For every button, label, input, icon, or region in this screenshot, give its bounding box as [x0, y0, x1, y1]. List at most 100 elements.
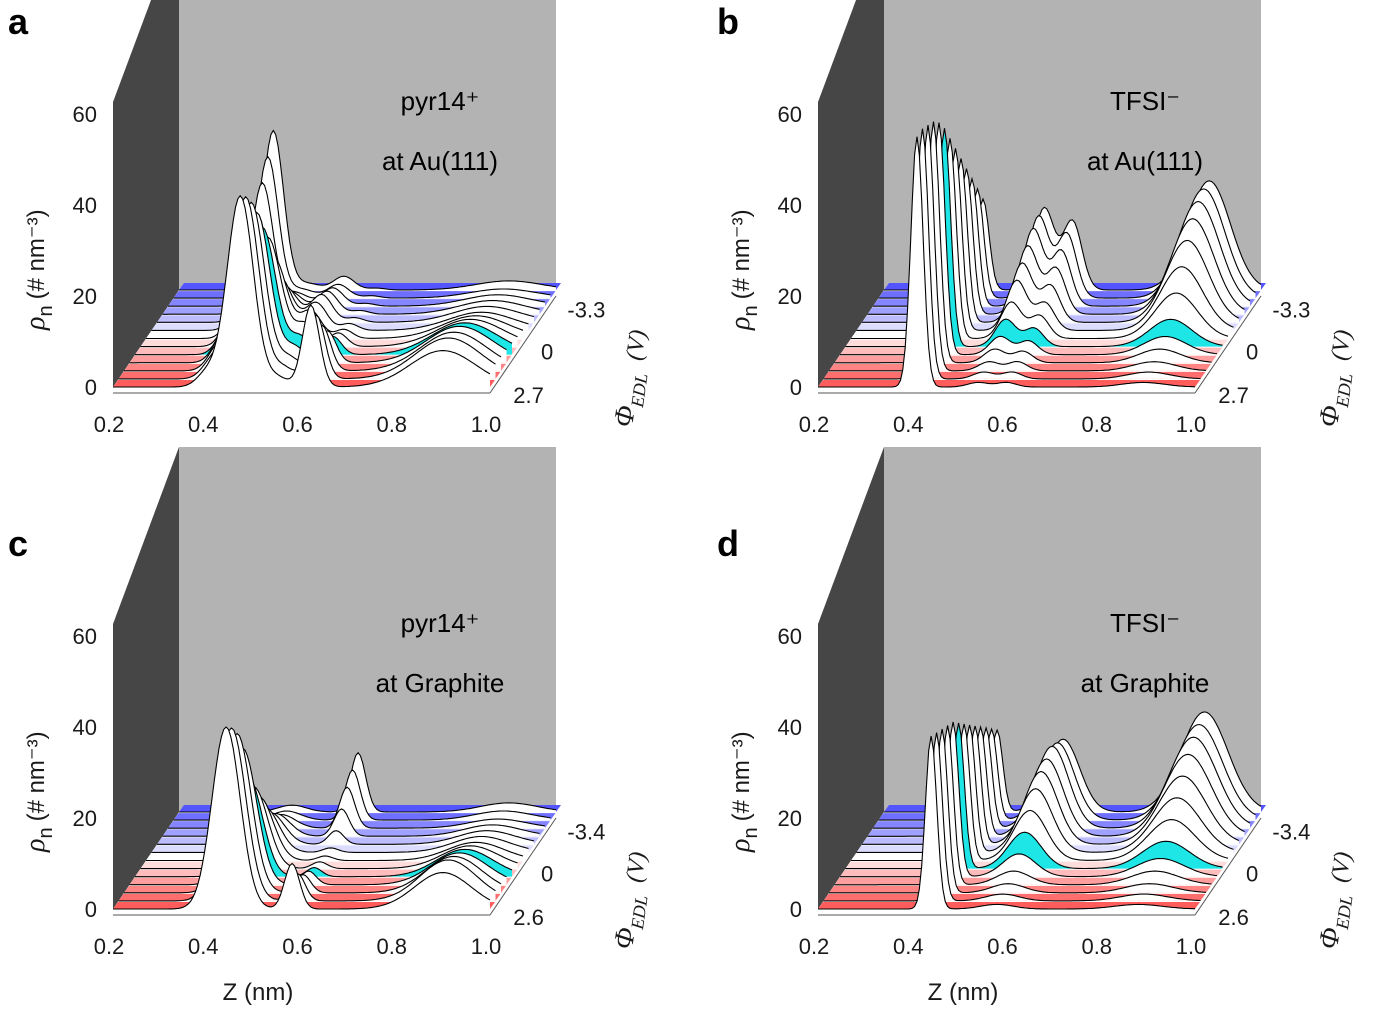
phi-label-subscript: EDL [1332, 894, 1357, 931]
phi-tick-label: 2.7 [1218, 383, 1249, 408]
density-curve [118, 727, 496, 902]
phi-label-subscript: EDL [627, 894, 652, 931]
density-curve [823, 128, 1201, 380]
phi-label-units: (V) [1327, 850, 1357, 884]
density-curve [829, 728, 1207, 894]
x-tick-label: 1.0 [1176, 934, 1207, 959]
density-fill [113, 195, 490, 387]
phi-axis-label: ΦEDL (V) [608, 328, 657, 430]
y-tick-label: 0 [85, 375, 97, 400]
y-tick-label: 40 [73, 193, 97, 218]
y-label-subscript: n [35, 305, 57, 316]
density-fill [867, 727, 1245, 837]
y-label-units: (# nm⁻³) [23, 731, 50, 821]
phi-label-subscript: EDL [1332, 372, 1357, 409]
panel-annotation: pyr14⁺ [401, 608, 480, 638]
phi-axis-line [1194, 295, 1262, 394]
panel-annotation: TFSI⁻ [1110, 86, 1180, 116]
phi-tick-label: 2.7 [513, 383, 544, 408]
x-tick-label: 0.8 [376, 934, 407, 959]
y-axis-label: ρn (# nm⁻³) [20, 731, 57, 853]
x-tick-label: 0.6 [987, 934, 1018, 959]
y-label-subscript: n [740, 827, 762, 838]
y-tick-label: 20 [778, 806, 802, 831]
y-tick-label: 20 [778, 284, 802, 309]
y-axis-label: ρn (# nm⁻³) [20, 209, 57, 331]
density-curve [856, 724, 1234, 853]
x-axis-label: Z (nm) [223, 979, 294, 1006]
phi-label-symbol: Φ [608, 926, 642, 951]
density-curve [834, 121, 1212, 364]
density-curve [834, 725, 1212, 886]
side-wall [818, 447, 884, 909]
phi-label-symbol: Φ [1313, 404, 1347, 429]
phi-axis-line [1194, 817, 1262, 916]
density-curve [823, 732, 1201, 902]
density-fill [851, 724, 1228, 861]
y-axis-label: ρn (# nm⁻³) [725, 209, 762, 331]
density-fill [179, 752, 556, 812]
panel-annotation: at Graphite [1081, 668, 1210, 698]
panel-c: 0.2 0.4 0.6 0.8 1.0 0 20 40 60 2.6 0 -3.4 Z (nm) ρn (#… [20, 447, 657, 1006]
density-curve [146, 255, 524, 340]
y-tick-label: 0 [85, 897, 97, 922]
panel-annotation: at Au(111) [1087, 146, 1203, 176]
density-fill [168, 787, 545, 829]
phi-tick-label: 0 [541, 862, 553, 887]
phi-tick-label: -3.4 [1272, 820, 1310, 845]
phi-axis-label: ΦEDL (V) [608, 850, 657, 952]
panel-annotation: pyr14⁺ [401, 86, 480, 116]
y-label-units: (# nm⁻³) [23, 209, 50, 299]
side-wall [818, 0, 884, 387]
density-curve [845, 722, 1223, 870]
density-curve [124, 732, 502, 894]
y-tick-label: 0 [790, 897, 802, 922]
y-label-symbol: ρ [20, 317, 51, 331]
panel-letter-c: c [8, 523, 28, 564]
x-tick-label: 0.4 [188, 412, 219, 437]
density-fill [173, 770, 551, 821]
x-tick-label: 0.2 [94, 934, 125, 959]
phi-label-subscript: EDL [627, 372, 652, 409]
x-tick-label: 0.2 [94, 412, 125, 437]
density-fill [113, 727, 490, 909]
panel-letter-b: b [717, 1, 739, 42]
y-tick-label: 40 [778, 193, 802, 218]
phi-tick-label: 0 [1246, 340, 1258, 365]
y-tick-label: 60 [778, 102, 802, 127]
density-fill [862, 726, 1239, 845]
panel-d: 0.2 0.4 0.6 0.8 1.0 0 20 40 60 2.6 0 -3.4 Z (nm) ρn (#… [725, 447, 1362, 1006]
x-tick-label: 0.6 [987, 412, 1018, 437]
y-label-units: (# nm⁻³) [728, 731, 755, 821]
phi-axis-line [489, 817, 557, 916]
phi-tick-label: -3.4 [567, 820, 605, 845]
phi-tick-label: 0 [541, 340, 553, 365]
phi-label-units: (V) [622, 328, 652, 362]
density-fill [818, 136, 1195, 387]
density-curve [135, 775, 513, 878]
y-tick-label: 60 [73, 102, 97, 127]
density-fill [845, 723, 1223, 869]
phi-axis-line [489, 295, 557, 394]
x-tick-label: 0.6 [282, 934, 313, 959]
y-tick-label: 20 [73, 806, 97, 831]
panel-letter-a: a [8, 1, 29, 42]
y-tick-label: 20 [73, 284, 97, 309]
phi-axis-label: ΦEDL (V) [1313, 328, 1362, 430]
x-tick-label: 0.4 [893, 412, 924, 437]
phi-tick-label: -3.3 [1272, 298, 1310, 323]
x-tick-label: 0.8 [1081, 412, 1112, 437]
y-label-symbol: ρ [20, 839, 51, 853]
x-tick-label: 1.0 [471, 412, 502, 437]
panel-letter-d: d [717, 523, 739, 564]
phi-axis-label: ΦEDL (V) [1313, 850, 1362, 952]
density-curve [818, 736, 1195, 910]
y-tick-label: 60 [73, 624, 97, 649]
panel-annotation: at Au(111) [382, 146, 498, 176]
density-curve [129, 747, 507, 886]
phi-label-units: (V) [1327, 328, 1357, 362]
phi-label-units: (V) [622, 850, 652, 884]
